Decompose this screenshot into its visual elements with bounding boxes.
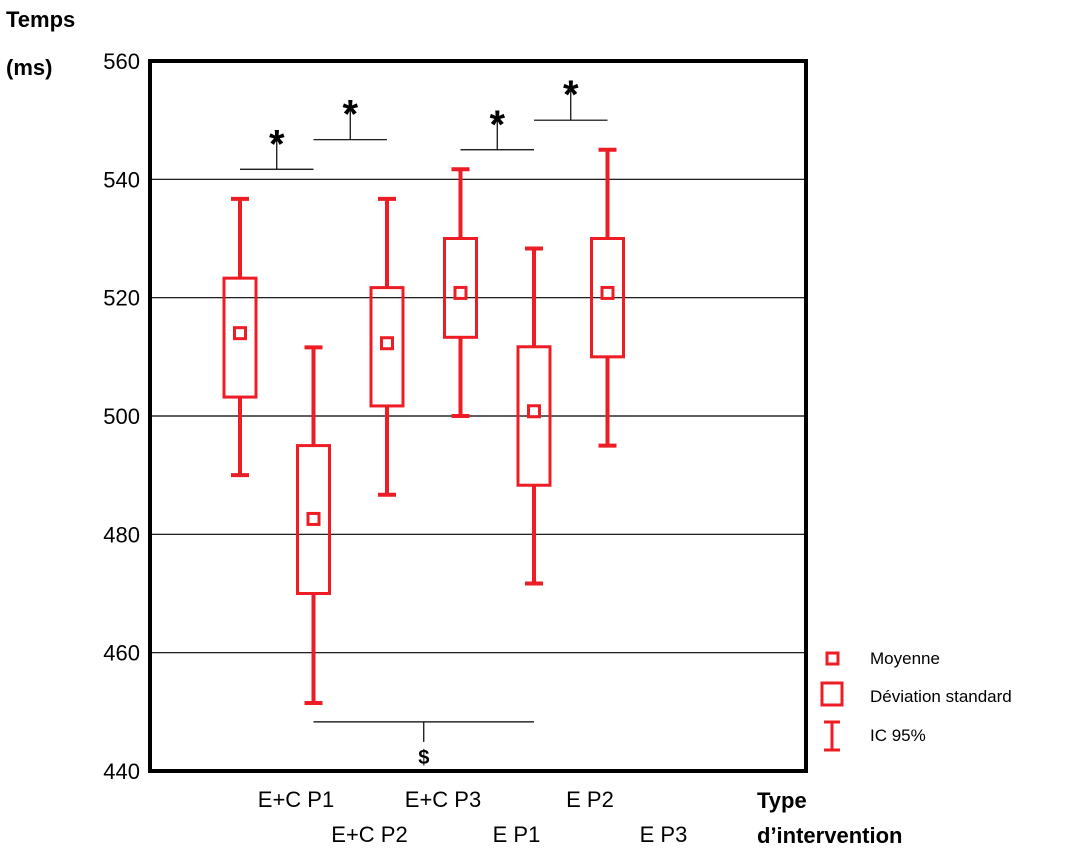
- significance-symbol: $: [418, 747, 429, 769]
- y-tick-label: 540: [103, 167, 140, 192]
- category-label: E+C P1: [258, 787, 334, 812]
- legend-sd-marker: [820, 681, 844, 707]
- sd-box: [443, 237, 478, 339]
- y-tick-label: 440: [103, 759, 140, 784]
- box-e-p1: [443, 167, 478, 418]
- y-tick-label: 460: [103, 641, 140, 666]
- mean-marker: [453, 285, 468, 300]
- x-axis-title-line2: d’intervention: [757, 823, 902, 848]
- y-tick-label: 500: [103, 404, 140, 429]
- category-label: E P3: [640, 822, 688, 847]
- significance-symbol: *: [563, 73, 579, 117]
- gridlines: [150, 178, 806, 654]
- box-e-c-p3: [369, 196, 405, 497]
- sd-box: [369, 286, 405, 408]
- mean-marker: [380, 336, 394, 351]
- box-e-p2: [516, 246, 552, 586]
- legend-mean-marker: [825, 651, 840, 666]
- sd-box: [590, 237, 625, 359]
- box-e-c-p1: [222, 196, 258, 478]
- box-e-p3: [590, 147, 625, 448]
- legend-sd-label: Déviation standard: [870, 687, 1012, 706]
- legend: Moyenne Déviation standard IC 95%: [820, 649, 1012, 752]
- category-label: E+C P2: [331, 822, 407, 847]
- sd-box: [222, 276, 258, 399]
- y-tick-labels: 440 460 480 500 520 540 560: [103, 49, 140, 784]
- box-series: [222, 147, 625, 705]
- y-tick-label: 480: [103, 522, 140, 547]
- mean-marker: [600, 285, 615, 300]
- plot-frame: [148, 59, 808, 773]
- y-tick-label: 560: [103, 49, 140, 74]
- legend-ci-label: IC 95%: [870, 726, 926, 745]
- mean-marker: [233, 326, 247, 341]
- y-tick-label: 520: [103, 286, 140, 311]
- mean-marker: [527, 404, 541, 419]
- legend-mean-label: Moyenne: [870, 649, 940, 668]
- mean-marker: [306, 511, 321, 526]
- category-label: E+C P3: [405, 787, 481, 812]
- category-label: E P2: [566, 787, 614, 812]
- significance-symbol: *: [342, 93, 358, 137]
- box-e-c-p2: [296, 345, 331, 705]
- sd-box: [516, 345, 552, 487]
- significance-symbol: *: [269, 122, 285, 166]
- legend-ci-marker: [824, 720, 840, 752]
- x-axis-title-line1: Type: [757, 788, 807, 813]
- significance-symbol: *: [489, 103, 505, 147]
- category-labels: E+C P1 E+C P2 E+C P3 E P1 E P2 E P3: [258, 787, 688, 847]
- significance-brackets: * * * * $: [240, 73, 608, 769]
- category-label: E P1: [493, 822, 541, 847]
- sd-box: [296, 444, 331, 596]
- y-axis-title-line1: Temps: [6, 7, 75, 32]
- y-axis-title-line2: (ms): [6, 55, 52, 80]
